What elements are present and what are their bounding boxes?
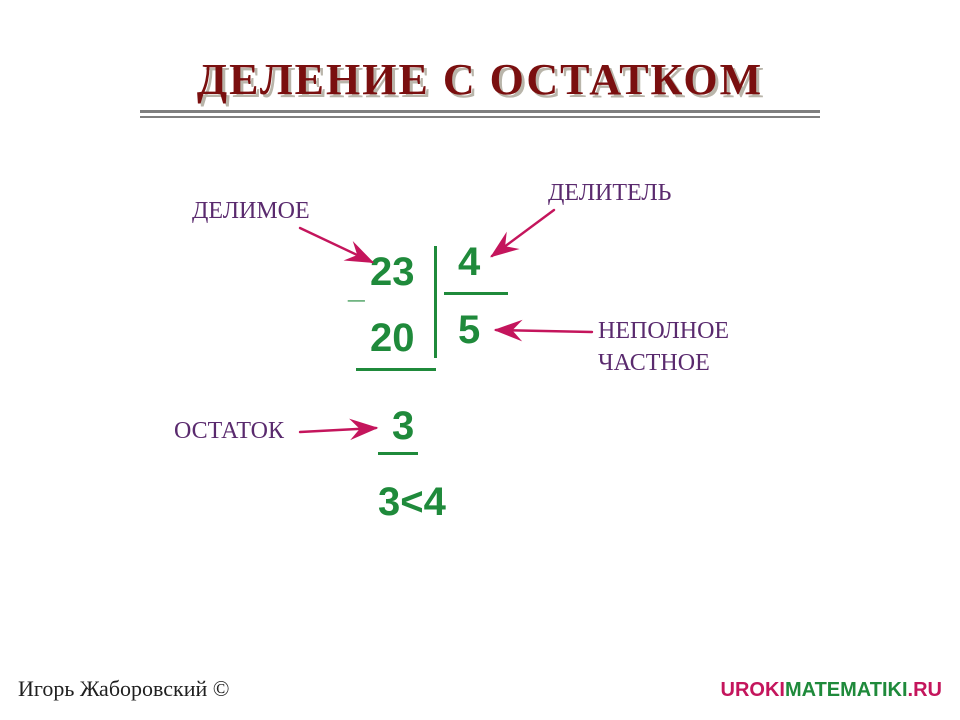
label-divisor: ДЕЛИТЕЛЬ: [548, 180, 671, 207]
number-divisor: 4: [458, 240, 480, 285]
number-dividend: 23: [370, 250, 415, 295]
title-block: ДЕЛЕНИЕ С ОСТАТКОМ: [0, 54, 960, 105]
subtrahend-underline: [356, 368, 436, 371]
minus-sign: _: [348, 272, 365, 306]
arrow-remainder: [300, 428, 376, 432]
footer-site-mid: MATEMATIKI: [785, 679, 908, 701]
arrow-quotient: [496, 330, 592, 332]
arrow-divisor: [492, 210, 554, 256]
title-shadow: ДЕЛЕНИЕ С ОСТАТКОМ: [200, 57, 766, 108]
title-underline-1: [140, 110, 820, 113]
footer-site-pre: UROKI: [721, 679, 785, 701]
footer-author: Игорь Жаборовский ©: [18, 676, 230, 702]
arrow-dividend: [300, 228, 372, 262]
label-dividend: ДЕЛИМОЕ: [192, 198, 310, 225]
footer-site: UROKIMATEMATIKI.RU: [721, 679, 942, 702]
slide: ДЕЛЕНИЕ С ОСТАТКОМ ДЕЛЕНИЕ С ОСТАТКОМ ДЕ…: [0, 0, 960, 720]
number-subtrahend: 20: [370, 316, 415, 361]
label-quotient-line2: ЧАСТНОЕ: [598, 350, 710, 377]
division-vertical-rule: [434, 246, 437, 358]
label-quotient-line1: НЕПОЛНОЕ: [598, 318, 729, 345]
remainder-underline: [378, 452, 418, 455]
number-remainder: 3: [392, 404, 414, 449]
title-underline-2: [140, 116, 820, 118]
label-remainder: ОСТАТОК: [174, 418, 284, 445]
footer-site-suf: .RU: [908, 679, 942, 701]
divisor-underline: [444, 292, 508, 295]
number-quotient: 5: [458, 308, 480, 353]
inequality-text: 3<4: [378, 480, 446, 525]
arrows-layer: [0, 0, 960, 720]
